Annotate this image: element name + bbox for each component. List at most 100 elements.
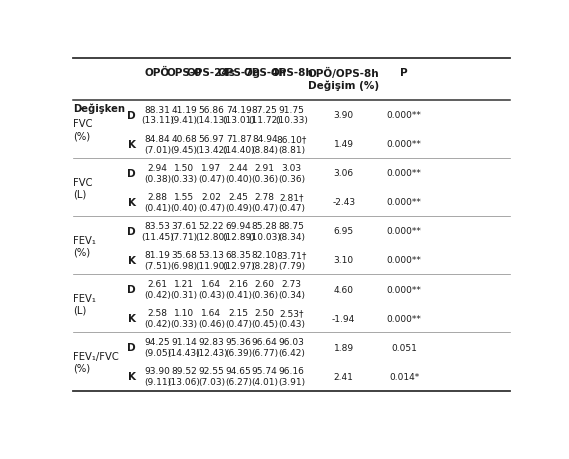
Text: 2.61
(0.42): 2.61 (0.42) (144, 280, 171, 299)
Text: 2.58
(0.42): 2.58 (0.42) (144, 309, 171, 328)
Text: -1.94: -1.94 (332, 314, 355, 323)
Text: 0.000**: 0.000** (386, 169, 422, 178)
Text: 3.10: 3.10 (333, 256, 354, 265)
Text: FVC
(L): FVC (L) (73, 177, 93, 199)
Text: 86.10†
(8.81): 86.10† (8.81) (277, 135, 307, 154)
Text: 2.15
(0.47): 2.15 (0.47) (225, 309, 252, 328)
Text: 88.75
(8.34): 88.75 (8.34) (278, 222, 305, 241)
Text: 83.71†
(7.79): 83.71† (7.79) (277, 251, 307, 270)
Text: 2.50
(0.45): 2.50 (0.45) (251, 309, 278, 328)
Text: 88.31
(13.11): 88.31 (13.11) (141, 106, 174, 125)
Text: 1.64
(0.43): 1.64 (0.43) (198, 280, 225, 299)
Text: 35.68
(6.98): 35.68 (6.98) (171, 251, 197, 270)
Text: 37.61
(7.71): 37.61 (7.71) (171, 222, 197, 241)
Text: 1.64
(0.46): 1.64 (0.46) (198, 309, 225, 328)
Text: 0.000**: 0.000** (386, 256, 422, 265)
Text: -2.43: -2.43 (332, 198, 355, 207)
Text: Değişken: Değişken (73, 103, 125, 113)
Text: 3.06: 3.06 (333, 169, 354, 178)
Text: 2.81†
(0.47): 2.81† (0.47) (278, 193, 305, 212)
Text: OPS-24s: OPS-24s (187, 67, 236, 78)
Text: 89.52
(13.06): 89.52 (13.06) (168, 367, 200, 386)
Text: 0.000**: 0.000** (386, 140, 422, 149)
Text: OPS-8h: OPS-8h (270, 67, 313, 78)
Text: K: K (127, 313, 135, 324)
Text: 0.000**: 0.000** (386, 227, 422, 236)
Text: K: K (127, 256, 135, 265)
Text: 40.68
(9.45): 40.68 (9.45) (171, 135, 197, 154)
Text: 52.22
(12.80): 52.22 (12.80) (195, 222, 228, 241)
Text: 2.78
(0.47): 2.78 (0.47) (251, 193, 278, 212)
Text: 96.03
(6.42): 96.03 (6.42) (278, 338, 305, 357)
Text: OPÖ/OPS-8h
Değişim (%): OPÖ/OPS-8h Değişim (%) (308, 67, 380, 91)
Text: OPS-4h: OPS-4h (244, 67, 286, 78)
Text: K: K (127, 140, 135, 150)
Text: 2.73
(0.34): 2.73 (0.34) (278, 280, 305, 299)
Text: 94.65
(6.27): 94.65 (6.27) (225, 367, 252, 386)
Text: 92.55
(7.03): 92.55 (7.03) (198, 367, 225, 386)
Text: 71.87
(14.40): 71.87 (14.40) (222, 135, 255, 154)
Text: OPS-7g: OPS-7g (217, 67, 260, 78)
Text: 2.45
(0.49): 2.45 (0.49) (225, 193, 252, 212)
Text: 0.000**: 0.000** (386, 198, 422, 207)
Text: 95.36
(6.39): 95.36 (6.39) (225, 338, 252, 357)
Text: 84.94
(8.84): 84.94 (8.84) (251, 135, 278, 154)
Text: D: D (127, 168, 136, 179)
Text: 3.90: 3.90 (333, 111, 354, 120)
Text: 0.000**: 0.000** (386, 285, 422, 294)
Text: D: D (127, 111, 136, 121)
Text: 1.89: 1.89 (333, 343, 354, 352)
Text: 41.19
(9.41): 41.19 (9.41) (171, 106, 197, 125)
Text: 2.91
(0.36): 2.91 (0.36) (251, 164, 278, 183)
Text: 83.53
(11.45): 83.53 (11.45) (141, 222, 174, 241)
Text: 2.53†
(0.43): 2.53† (0.43) (278, 309, 305, 328)
Text: 84.84
(7.01): 84.84 (7.01) (144, 135, 171, 154)
Text: 2.41: 2.41 (333, 372, 353, 381)
Text: 96.16
(3.91): 96.16 (3.91) (278, 367, 305, 386)
Text: D: D (127, 226, 136, 236)
Text: 1.21
(0.31): 1.21 (0.31) (171, 280, 197, 299)
Text: OPÖ: OPÖ (145, 67, 170, 78)
Text: 2.44
(0.40): 2.44 (0.40) (225, 164, 252, 183)
Text: 1.10
(0.33): 1.10 (0.33) (171, 309, 197, 328)
Text: 6.95: 6.95 (333, 227, 354, 236)
Text: 85.28
(10.03): 85.28 (10.03) (248, 222, 281, 241)
Text: 91.75
(10.33): 91.75 (10.33) (275, 106, 308, 125)
Text: 1.55
(0.40): 1.55 (0.40) (171, 193, 197, 212)
Text: 0.051: 0.051 (391, 343, 417, 352)
Text: 2.88
(0.41): 2.88 (0.41) (144, 193, 171, 212)
Text: 82.10
(8.28): 82.10 (8.28) (251, 251, 278, 270)
Text: 4.60: 4.60 (333, 285, 354, 294)
Text: OPS-0: OPS-0 (166, 67, 201, 78)
Text: 69.94
(12.89): 69.94 (12.89) (222, 222, 255, 241)
Text: 2.02
(0.47): 2.02 (0.47) (198, 193, 225, 212)
Text: P: P (400, 67, 408, 78)
Text: 2.16
(0.41): 2.16 (0.41) (225, 280, 252, 299)
Text: D: D (127, 342, 136, 353)
Text: 2.94
(0.38): 2.94 (0.38) (144, 164, 171, 183)
Text: 0.014*: 0.014* (389, 372, 419, 381)
Text: 3.03
(0.36): 3.03 (0.36) (278, 164, 305, 183)
Text: FEV₁
(L): FEV₁ (L) (73, 293, 96, 315)
Text: K: K (127, 197, 135, 207)
Text: 74.19
(13.01): 74.19 (13.01) (222, 106, 255, 125)
Text: 81.19
(7.51): 81.19 (7.51) (144, 251, 171, 270)
Text: 95.74
(4.01): 95.74 (4.01) (251, 367, 278, 386)
Text: 68.35
(12.97): 68.35 (12.97) (222, 251, 255, 270)
Text: 93.90
(9.11): 93.90 (9.11) (144, 367, 171, 386)
Text: 1.97
(0.47): 1.97 (0.47) (198, 164, 225, 183)
Text: 2.60
(0.36): 2.60 (0.36) (251, 280, 278, 299)
Text: FVC
(%): FVC (%) (73, 119, 93, 141)
Text: 0.000**: 0.000** (386, 111, 422, 120)
Text: 91.14
(14.43): 91.14 (14.43) (168, 338, 200, 357)
Text: FEV₁
(%): FEV₁ (%) (73, 235, 96, 257)
Text: 0.000**: 0.000** (386, 314, 422, 323)
Text: 1.49: 1.49 (333, 140, 354, 149)
Text: FEV₁/FVC
(%): FEV₁/FVC (%) (73, 351, 119, 373)
Text: K: K (127, 371, 135, 381)
Text: 92.83
(12.43): 92.83 (12.43) (195, 338, 228, 357)
Text: 87.25
(11.72): 87.25 (11.72) (248, 106, 281, 125)
Text: 56.97
(13.42): 56.97 (13.42) (195, 135, 228, 154)
Text: 96.64
(6.77): 96.64 (6.77) (251, 338, 278, 357)
Text: 94.25
(9.05): 94.25 (9.05) (144, 338, 171, 357)
